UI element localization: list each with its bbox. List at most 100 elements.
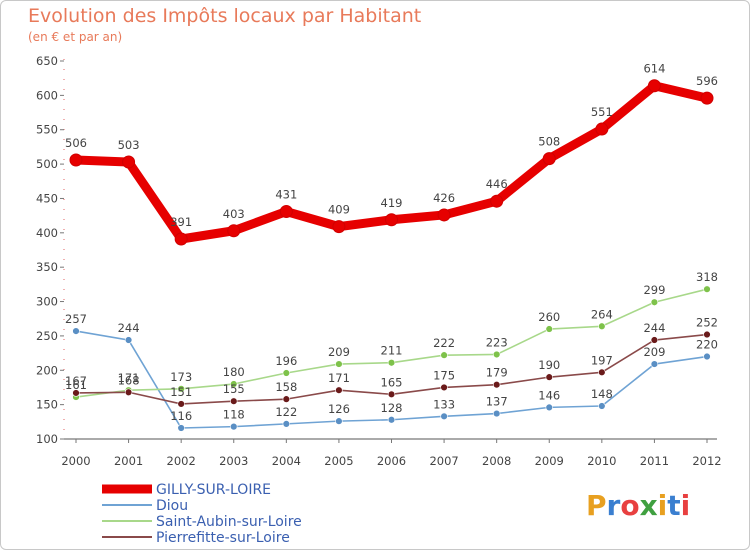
data-point: [387, 359, 396, 367]
proxiti-logo: Proxiti: [586, 489, 690, 522]
data-label: 506: [65, 136, 87, 150]
data-label: 197: [591, 353, 613, 367]
legend-item: GILLY-SUR-LOIRE: [102, 482, 271, 498]
data-point: [650, 298, 659, 306]
data-label: 223: [486, 335, 508, 349]
series-saint-aubin-sur-loire: 161 171 173 180 196 209 211 222 223 260 264 299 318: [65, 270, 718, 401]
data-label: 209: [328, 345, 350, 359]
data-label: 146: [538, 388, 560, 402]
data-label: 409: [328, 203, 350, 217]
data-point: [335, 417, 343, 425]
data-point: [177, 385, 185, 393]
data-point: [230, 422, 238, 431]
data-point: [282, 369, 291, 377]
y-tick-label: 150: [36, 398, 58, 412]
legend-item: Diou: [102, 498, 188, 514]
x-tick-label: 2001: [114, 454, 143, 468]
x-tick-label: 2009: [535, 454, 564, 468]
data-label: 179: [486, 366, 508, 380]
data-point: [650, 360, 659, 368]
data-label: 168: [118, 373, 140, 387]
data-point: [492, 381, 501, 389]
data-label: 446: [486, 177, 508, 191]
x-tick-label: 2011: [640, 454, 669, 468]
data-point: [335, 386, 343, 394]
data-point: [647, 79, 661, 93]
data-label: 551: [591, 105, 613, 119]
legend-item: Pierrefitte-sur-Loire: [102, 530, 290, 546]
data-point: [598, 402, 606, 410]
legend-label: Pierrefitte-sur-Loire: [156, 530, 290, 546]
data-label: 122: [275, 405, 297, 419]
data-label: 419: [381, 196, 403, 210]
data-label: 596: [696, 74, 718, 88]
data-label: 161: [65, 378, 87, 392]
data-label: 133: [433, 397, 455, 411]
data-label: 190: [538, 358, 560, 372]
data-point: [545, 373, 553, 381]
logo-letter: o: [620, 489, 640, 522]
data-point: [124, 336, 133, 344]
data-point: [545, 325, 553, 333]
logo-letter: i: [657, 489, 668, 522]
data-label: 222: [433, 336, 455, 350]
x-tick-label: 2002: [167, 454, 196, 468]
data-label: 196: [275, 354, 297, 368]
data-label: 257: [65, 312, 87, 326]
data-point: [703, 352, 711, 361]
series-pierrefitte-sur-loire: 167 168 151 155 158 171 165 175 179 190 197 244 252: [65, 316, 718, 408]
data-point: [492, 350, 501, 359]
data-point: [440, 383, 448, 392]
x-tick-label: 2000: [61, 454, 90, 468]
data-point: [545, 403, 553, 412]
data-label: 175: [433, 368, 455, 382]
x-tick-label: 2007: [429, 454, 458, 468]
data-point: [700, 91, 714, 105]
data-label: 209: [643, 345, 665, 359]
data-label: 403: [223, 207, 245, 221]
y-tick-label: 350: [36, 260, 58, 274]
data-point: [177, 400, 185, 408]
chart-title: Evolution des Impôts locaux par Habitant: [28, 5, 422, 27]
data-label: 128: [381, 401, 403, 415]
data-point: [492, 409, 501, 418]
data-point: [72, 327, 80, 335]
x-tick-label: 2003: [219, 454, 248, 468]
data-label: 431: [275, 188, 297, 202]
data-point: [279, 205, 293, 219]
data-point: [703, 330, 711, 339]
data-point: [387, 416, 396, 424]
y-tick-label: 450: [36, 191, 58, 205]
data-label: 126: [328, 402, 350, 416]
data-label: 137: [486, 395, 508, 409]
x-tick-label: 2012: [692, 454, 721, 468]
data-label: 391: [170, 215, 192, 229]
data-point: [227, 224, 241, 238]
y-tick-label: 600: [36, 88, 58, 102]
legend-label: GILLY-SUR-LOIRE: [156, 482, 271, 498]
y-tick-label: 250: [36, 329, 58, 343]
data-point: [177, 424, 185, 432]
data-point: [598, 368, 606, 377]
x-tick-label: 2006: [377, 454, 406, 468]
data-label: 171: [118, 371, 140, 385]
legend-label: Saint-Aubin-sur-Loire: [156, 514, 302, 530]
data-point: [490, 194, 504, 208]
data-label: 165: [381, 375, 403, 389]
x-tick-label: 2005: [324, 454, 353, 468]
data-point: [72, 389, 80, 397]
data-label: 299: [643, 283, 665, 297]
data-point: [69, 153, 83, 167]
data-label: 180: [223, 365, 245, 379]
data-point: [282, 420, 291, 428]
data-label: 173: [170, 370, 192, 384]
x-tick-label: 2008: [482, 454, 511, 468]
y-tick-label: 500: [36, 157, 58, 171]
data-label: 260: [538, 310, 560, 324]
data-point: [122, 155, 136, 169]
x-tick-label: 2004: [272, 454, 301, 468]
data-label: 167: [65, 374, 87, 388]
data-point: [437, 208, 451, 222]
